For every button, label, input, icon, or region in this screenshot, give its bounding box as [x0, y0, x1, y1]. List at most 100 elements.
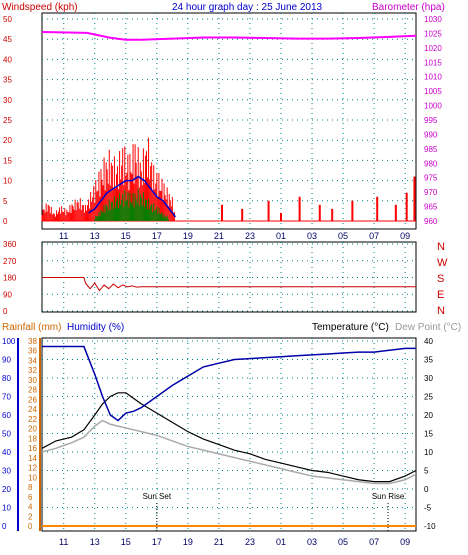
wind-y-tick-label: 40: [3, 55, 12, 64]
humidity-y-tick-label: 20: [2, 485, 11, 494]
baro-y-tick-label: 980: [424, 159, 438, 168]
temperature-line: [41, 392, 417, 483]
rainfall-y-tick-label: 2: [28, 512, 33, 521]
humidity-y-tick-label: 80: [2, 374, 11, 383]
x-tick-label: 05: [338, 537, 348, 547]
humidity-y-tick-label: 90: [2, 356, 11, 365]
baro-y-tick-label: 1025: [424, 29, 442, 38]
direction-series: [42, 277, 416, 292]
dewpoint-axis-title: Dew Point (°C): [395, 322, 461, 333]
rainfall-y-tick-label: 26: [28, 395, 37, 404]
humidity-y-tick-label: 70: [2, 393, 11, 402]
x-tick-label: 17: [152, 537, 162, 547]
rainfall-y-tick-label: 30: [28, 376, 37, 385]
x-tick-label: 23: [245, 231, 255, 241]
windspeed-axis-title: Windspeed (kph): [2, 2, 78, 13]
x-tick-label: 15: [121, 537, 131, 547]
wind-y-tick-label: 35: [3, 76, 12, 85]
baro-y-tick-label: 1010: [424, 73, 442, 82]
humidity-y-tick-label: 30: [2, 467, 11, 476]
temp-y-tick-label: 10: [424, 448, 433, 457]
compass-label: N: [437, 241, 445, 253]
wind-y-tick-label: 20: [3, 136, 12, 145]
x-tick-label: 07: [369, 231, 379, 241]
temp-y-tick-label: 20: [424, 411, 433, 420]
x-tick-label: 15: [121, 231, 131, 241]
temp-y-tick-label: 15: [424, 430, 433, 439]
temp-y-tick-label: -5: [424, 504, 432, 513]
humidity-y-tick-label: 40: [2, 448, 11, 457]
direction-y-tick-label: 0: [3, 307, 8, 316]
graph-title: 24 hour graph day : 25 June 2013: [172, 2, 323, 13]
rainfall-y-tick-label: 4: [28, 503, 33, 512]
baro-y-tick-label: 1030: [424, 15, 442, 24]
wind-y-tick-label: 25: [3, 116, 12, 125]
sun-annotation: Sun Rise: [372, 492, 405, 501]
temp-y-tick-label: 25: [424, 393, 433, 402]
baro-y-tick-label: 970: [424, 188, 438, 197]
wind-y-tick-label: 10: [3, 177, 12, 186]
rainfall-y-tick-label: 6: [28, 493, 33, 502]
temperature-series: [41, 345, 417, 527]
x-tick-label: 03: [307, 231, 317, 241]
compass-label: S: [437, 273, 444, 285]
baro-y-tick-label: 1000: [424, 102, 442, 111]
baro-y-tick-label: 990: [424, 130, 438, 139]
direction-y-tick-label: 90: [3, 290, 12, 299]
rainfall-y-tick-label: 24: [28, 405, 37, 414]
rainfall-y-tick-label: 8: [28, 483, 33, 492]
compass-label: E: [437, 289, 444, 301]
x-tick-label: 01: [276, 537, 286, 547]
x-tick-label: 11: [59, 231, 68, 241]
rainfall-y-tick-label: 34: [28, 356, 37, 365]
wind-y-tick-label: 15: [3, 156, 12, 165]
baro-y-tick-label: 985: [424, 145, 438, 154]
temp-y-tick-label: -10: [424, 522, 436, 531]
humidity-y-tick-label: 60: [2, 411, 11, 420]
baro-y-tick-label: 965: [424, 203, 438, 212]
rainfall-y-tick-label: 16: [28, 444, 37, 453]
baro-y-tick-label: 1015: [424, 58, 442, 67]
rainfall-y-tick-label: 36: [28, 347, 37, 356]
direction-y-tick-label: 180: [3, 274, 17, 283]
rainfall-y-tick-label: 0: [28, 522, 33, 531]
baro-y-tick-label: 960: [424, 217, 438, 226]
direction-y-tick-label: 270: [3, 257, 17, 266]
rainfall-y-tick-label: 38: [28, 337, 37, 346]
wind-y-tick-label: 45: [3, 35, 12, 44]
rainfall-y-tick-label: 10: [28, 473, 37, 482]
wind-y-tick-label: 30: [3, 96, 12, 105]
wind-direction-line: [42, 277, 416, 292]
wind-panel-frame: [41, 12, 417, 230]
humidity-y-tick-label: 0: [2, 522, 7, 531]
wind-y-tick-label: 0: [3, 217, 8, 226]
temp-y-tick-label: 0: [424, 485, 429, 494]
humidity-y-tick-label: 50: [2, 430, 11, 439]
x-tick-label: 23: [245, 537, 255, 547]
temp-y-tick-label: 30: [424, 374, 433, 383]
baro-y-tick-label: 1005: [424, 87, 442, 96]
humidity-y-tick-label: 100: [2, 337, 16, 346]
x-tick-label: 13: [90, 537, 100, 547]
x-tick-label: 05: [338, 231, 348, 241]
rainfall-y-tick-label: 12: [28, 464, 37, 473]
rainfall-y-tick-label: 32: [28, 366, 37, 375]
humidity-y-tick-label: 10: [2, 504, 11, 513]
x-tick-label: 19: [183, 537, 193, 547]
wind-average-line: [88, 175, 177, 218]
direction-y-tick-label: 360: [3, 240, 17, 249]
rainfall-y-tick-label: 18: [28, 434, 37, 443]
temp-panel-frame: [41, 337, 417, 532]
humidity-line: [42, 345, 416, 422]
x-tick-label: 17: [152, 231, 162, 241]
grid-lines: [42, 13, 416, 531]
wind-y-tick-label: 50: [3, 15, 12, 24]
rainfall-y-tick-label: 22: [28, 415, 37, 424]
x-tick-label: 21: [214, 231, 224, 241]
x-tick-label: 07: [369, 537, 379, 547]
x-tick-label: 13: [90, 231, 100, 241]
axis-labels: 1111131315151717191921212323010103030505…: [2, 15, 448, 547]
compass-label: W: [437, 257, 448, 269]
barometer-line: [41, 30, 417, 41]
